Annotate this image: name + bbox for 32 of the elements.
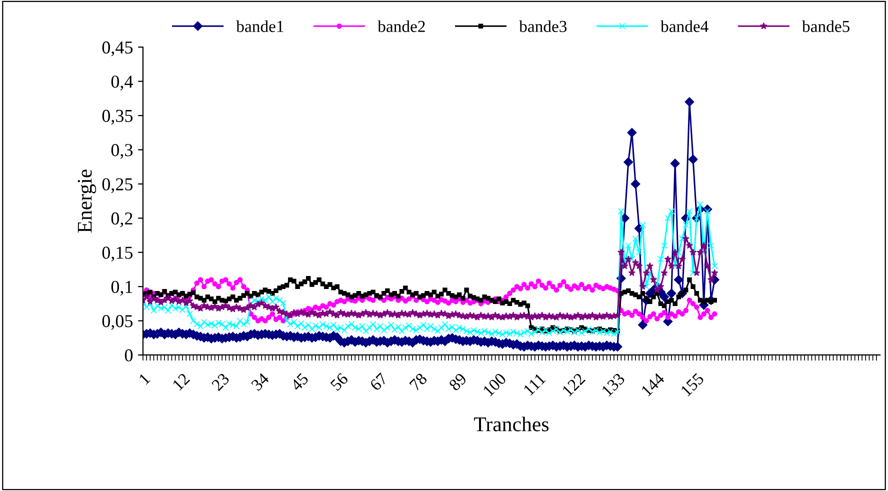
x-tick-label: 34	[250, 372, 270, 392]
x-tick-label: 12	[172, 372, 190, 391]
legend-label: bande3	[519, 20, 567, 32]
legend-label: bande2	[378, 20, 425, 32]
x-tick-label: 100	[482, 372, 507, 397]
x-tick-label: 89	[448, 372, 468, 392]
y-tick-label: 0,35	[102, 110, 133, 125]
y-tick-label: 0,05	[102, 315, 133, 330]
x-axis-title: Tranches	[474, 416, 549, 432]
x-tick-label: 155	[680, 372, 704, 397]
x-tick-label: 23	[211, 372, 230, 392]
x-tick-label: 122	[562, 372, 586, 396]
legend-label: bande5	[802, 20, 850, 32]
x-tick-label: 144	[640, 372, 666, 396]
x-tick-label: 78	[409, 372, 428, 391]
y-tick-label: 0,15	[102, 246, 133, 262]
x-tick-label: 56	[330, 372, 349, 392]
legend-label: bande1	[236, 20, 284, 32]
x-tick-label: 45	[290, 372, 309, 392]
x-tick-label: 1	[138, 372, 150, 385]
x-tick-label: 133	[601, 372, 626, 397]
y-axis-title: Energie	[78, 170, 96, 233]
x-tick-label: 67	[369, 372, 388, 392]
legend-label: bande4	[660, 20, 708, 32]
y-tick-label: 0,25	[102, 178, 133, 193]
y-tick-label: 0,45	[102, 41, 133, 56]
y-tick-label: 0,3	[111, 144, 133, 159]
y-tick-label: 0,1	[111, 280, 132, 296]
y-tick-label: 0	[124, 349, 133, 362]
x-tick-label: 111	[523, 372, 546, 396]
y-tick-label: 0,4	[111, 76, 133, 90]
y-tick-label: 0,2	[111, 212, 132, 228]
